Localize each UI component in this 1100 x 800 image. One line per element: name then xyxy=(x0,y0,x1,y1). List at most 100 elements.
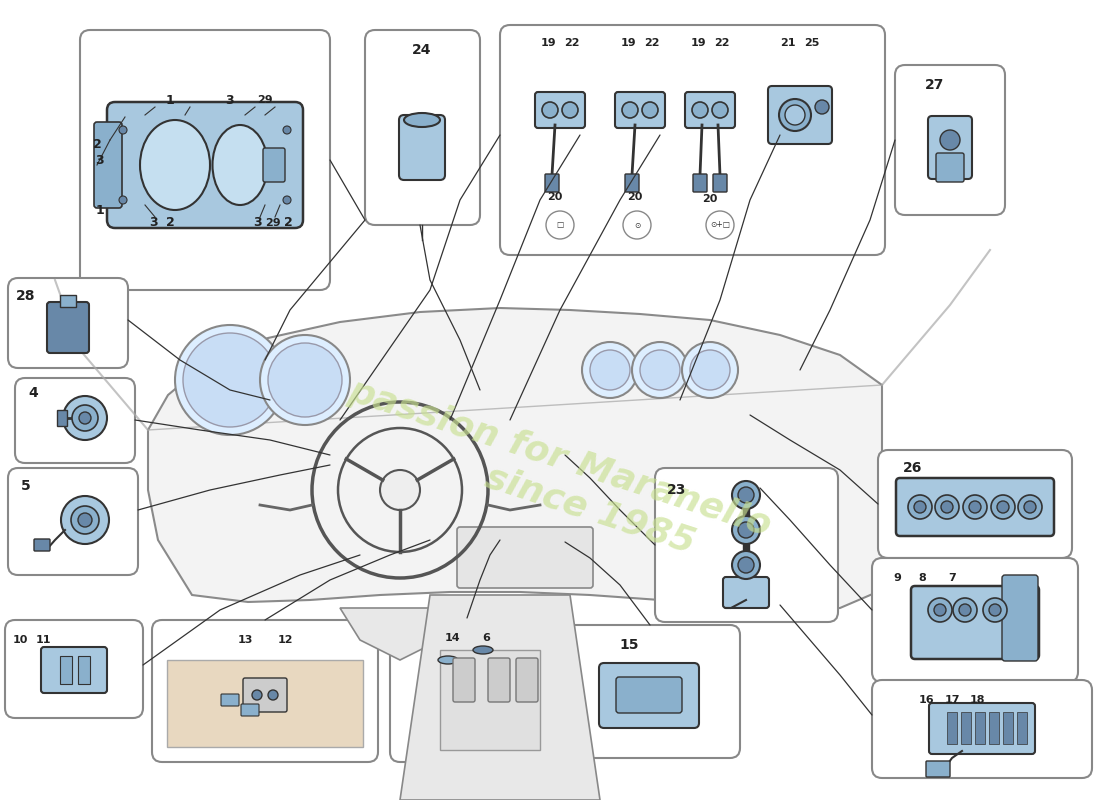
Circle shape xyxy=(983,598,1006,622)
Circle shape xyxy=(934,604,946,616)
Bar xyxy=(78,656,90,684)
Circle shape xyxy=(590,350,630,390)
Text: 4: 4 xyxy=(29,386,37,400)
Bar xyxy=(989,712,999,744)
FancyBboxPatch shape xyxy=(488,658,510,702)
Circle shape xyxy=(183,333,277,427)
FancyBboxPatch shape xyxy=(654,468,838,622)
FancyBboxPatch shape xyxy=(8,468,137,575)
Text: 23: 23 xyxy=(668,483,686,497)
Circle shape xyxy=(623,211,651,239)
Text: 6: 6 xyxy=(482,633,490,643)
Text: 24: 24 xyxy=(412,43,431,57)
Text: 1: 1 xyxy=(166,94,175,106)
Bar xyxy=(947,712,957,744)
Ellipse shape xyxy=(404,113,440,127)
Circle shape xyxy=(72,405,98,431)
Text: 26: 26 xyxy=(903,461,923,475)
Circle shape xyxy=(738,557,754,573)
Circle shape xyxy=(546,211,574,239)
Text: 14: 14 xyxy=(446,633,461,643)
Text: 27: 27 xyxy=(925,78,945,92)
FancyBboxPatch shape xyxy=(241,704,258,716)
Text: 29: 29 xyxy=(265,218,280,228)
FancyBboxPatch shape xyxy=(625,174,639,192)
Circle shape xyxy=(379,470,420,510)
FancyBboxPatch shape xyxy=(600,663,698,728)
Text: 20: 20 xyxy=(702,194,717,204)
Circle shape xyxy=(815,100,829,114)
Circle shape xyxy=(119,196,126,204)
Circle shape xyxy=(60,496,109,544)
Text: 7: 7 xyxy=(948,573,956,583)
Ellipse shape xyxy=(438,656,458,664)
Text: 2: 2 xyxy=(92,138,101,151)
Bar xyxy=(975,712,984,744)
FancyBboxPatch shape xyxy=(399,115,446,180)
Polygon shape xyxy=(340,608,460,660)
FancyBboxPatch shape xyxy=(263,148,285,182)
Bar xyxy=(60,295,76,307)
Circle shape xyxy=(79,412,91,424)
Text: 15: 15 xyxy=(619,638,639,652)
Text: 11: 11 xyxy=(35,635,51,645)
Circle shape xyxy=(940,130,960,150)
Circle shape xyxy=(63,396,107,440)
FancyBboxPatch shape xyxy=(516,658,538,702)
FancyBboxPatch shape xyxy=(558,625,740,758)
Circle shape xyxy=(712,102,728,118)
Text: 8: 8 xyxy=(918,573,926,583)
Text: 25: 25 xyxy=(804,38,820,48)
FancyBboxPatch shape xyxy=(365,30,480,225)
FancyBboxPatch shape xyxy=(928,116,972,179)
FancyBboxPatch shape xyxy=(453,658,475,702)
FancyBboxPatch shape xyxy=(8,278,128,368)
FancyBboxPatch shape xyxy=(94,122,122,208)
Circle shape xyxy=(928,598,952,622)
Circle shape xyxy=(997,501,1009,513)
Circle shape xyxy=(732,551,760,579)
Circle shape xyxy=(738,522,754,538)
Text: 16: 16 xyxy=(920,695,935,705)
FancyBboxPatch shape xyxy=(930,703,1035,754)
Text: since 1985: since 1985 xyxy=(481,460,700,560)
Circle shape xyxy=(935,495,959,519)
Circle shape xyxy=(785,105,805,125)
Text: ⊙+□: ⊙+□ xyxy=(710,221,730,230)
FancyBboxPatch shape xyxy=(911,586,1040,659)
Circle shape xyxy=(268,343,342,417)
FancyBboxPatch shape xyxy=(80,30,330,290)
FancyBboxPatch shape xyxy=(15,378,135,463)
Ellipse shape xyxy=(212,125,267,205)
Bar xyxy=(167,660,363,747)
Text: 19: 19 xyxy=(620,38,636,48)
FancyBboxPatch shape xyxy=(34,539,50,551)
Circle shape xyxy=(914,501,926,513)
Circle shape xyxy=(738,487,754,503)
Circle shape xyxy=(621,102,638,118)
Circle shape xyxy=(542,102,558,118)
FancyBboxPatch shape xyxy=(47,302,89,353)
Circle shape xyxy=(283,196,292,204)
FancyBboxPatch shape xyxy=(535,92,585,128)
Text: 22: 22 xyxy=(714,38,729,48)
Circle shape xyxy=(692,102,708,118)
Text: 5: 5 xyxy=(21,479,31,493)
Circle shape xyxy=(283,126,292,134)
Circle shape xyxy=(732,516,760,544)
Text: 29: 29 xyxy=(257,95,273,105)
Circle shape xyxy=(268,690,278,700)
FancyBboxPatch shape xyxy=(685,92,735,128)
Circle shape xyxy=(119,126,126,134)
Circle shape xyxy=(962,495,987,519)
Circle shape xyxy=(252,690,262,700)
FancyBboxPatch shape xyxy=(41,647,107,693)
Circle shape xyxy=(72,506,99,534)
Text: 22: 22 xyxy=(564,38,580,48)
FancyBboxPatch shape xyxy=(456,527,593,588)
Circle shape xyxy=(940,501,953,513)
FancyBboxPatch shape xyxy=(615,92,666,128)
Text: 2: 2 xyxy=(166,217,175,230)
Text: 20: 20 xyxy=(627,192,642,202)
Circle shape xyxy=(706,211,734,239)
